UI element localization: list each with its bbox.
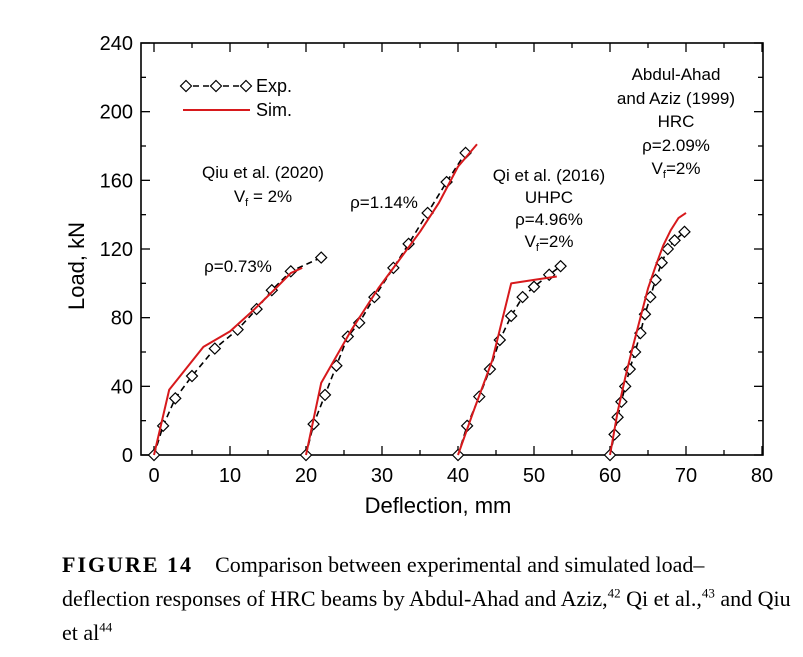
exp-point [678, 225, 691, 239]
annotation-qiu2020-vf: Vf = 2% [234, 187, 292, 209]
caption-text-a: Comparison between experimental and simu… [62, 552, 705, 611]
figure-caption: FIGURE 14 Comparison between experimental… [62, 548, 792, 650]
exp-point [208, 342, 222, 355]
qiu2020-vf-rest: = 2% [248, 187, 292, 206]
annotation-abdul-line1: Abdul-Ahad [632, 65, 721, 84]
annotation-qi2016-uhpc: UHPC [525, 188, 573, 207]
caption-ref-44: 44 [99, 619, 113, 635]
annotation-abdul-vf: Vf=2% [652, 159, 701, 181]
exp-point [668, 234, 681, 247]
figure-label: FIGURE 14 [62, 552, 194, 577]
exp-point [504, 309, 518, 323]
qi2016-vf-main: V [525, 232, 537, 251]
legend-sim-label: Sim. [256, 100, 292, 120]
series-sim-3 [305, 143, 478, 456]
exp-point [250, 302, 263, 316]
axis-ticks [141, 42, 763, 456]
annotation-qiu2020-title: Qiu et al. (2020) [202, 163, 324, 182]
sim-line [305, 143, 478, 456]
series-sim-5 [457, 275, 557, 456]
abdul-vf-sub: f [663, 169, 667, 181]
qi2016-vf-sub: f [536, 242, 540, 254]
series-sim-7 [609, 212, 687, 456]
exp-line [609, 231, 686, 456]
exp-point [352, 316, 366, 330]
exp-point [307, 417, 320, 431]
y-tick-label: 240 [100, 33, 133, 55]
x-tick-label: 30 [371, 465, 393, 487]
exp-point [185, 369, 199, 383]
legend-exp-sample [179, 79, 253, 93]
y-tick-label: 0 [122, 445, 133, 467]
exp-point [516, 290, 529, 304]
annotation-qi2016-title: Qi et al. (2016) [493, 166, 605, 185]
annotations: Qiu et al. (2020) Vf = 2% ρ=0.73% ρ=1.14… [202, 65, 735, 276]
abdul-vf-rest: =2% [666, 159, 701, 178]
series-exp-0 [147, 251, 328, 462]
series-layer [147, 143, 691, 462]
x-axis-title: Deflection, mm [365, 493, 512, 518]
sim-line [609, 212, 687, 456]
x-tick-label: 0 [148, 465, 159, 487]
annotation-abdul-hrc: HRC [658, 112, 695, 131]
caption-text-c: and Qiu et al [62, 586, 791, 645]
exp-line [153, 256, 322, 456]
exp-point [527, 280, 541, 294]
annotation-rho-114: ρ=1.14% [350, 193, 418, 212]
legend-exp-label: Exp. [256, 76, 292, 96]
abdul-vf-main: V [652, 159, 664, 178]
exp-point [318, 388, 332, 402]
qi2016-vf-rest: =2% [539, 232, 574, 251]
legend-exp-marker [209, 79, 223, 93]
y-tick-label: 120 [100, 239, 133, 261]
caption-ref-42: 42 [607, 585, 621, 601]
y-tick-label: 200 [100, 102, 133, 124]
annotation-qi2016-vf: Vf=2% [525, 232, 574, 254]
y-axis-title: Load, kN [64, 222, 89, 310]
exp-line [457, 265, 562, 456]
y-tick-label: 80 [111, 308, 133, 330]
x-tick-label: 80 [751, 465, 773, 487]
annotation-abdul-rho: ρ=2.09% [642, 136, 710, 155]
axis-tick-labels: 0 10 20 30 40 50 60 70 80 0 40 80 120 160 200 240 [100, 33, 774, 487]
sim-line [153, 266, 303, 456]
qiu2020-vf-sub: f [245, 197, 249, 209]
annotation-qi2016-rho: ρ=4.96% [515, 210, 583, 229]
series-exp-6 [603, 225, 691, 462]
load-deflection-chart: 0 10 20 30 40 50 60 70 80 0 40 80 120 160 200 240 Defle… [64, 33, 774, 518]
series-sim-1 [153, 266, 303, 456]
exp-point [554, 259, 567, 273]
exp-point [661, 242, 675, 256]
x-tick-label: 50 [523, 465, 545, 487]
legend-exp-marker [179, 79, 193, 93]
caption-text-b: Qi et al., [620, 586, 702, 611]
legend-exp-marker [239, 79, 253, 93]
legend: Exp. Sim. [179, 76, 292, 120]
exp-point [168, 392, 182, 405]
x-tick-label: 60 [599, 465, 621, 487]
x-tick-label: 10 [219, 465, 241, 487]
annotation-abdul-line2: and Aziz (1999) [617, 89, 735, 108]
x-tick-label: 70 [675, 465, 697, 487]
exp-point [284, 264, 298, 278]
y-tick-label: 160 [100, 170, 133, 192]
sim-line [457, 275, 557, 456]
exp-point [314, 251, 328, 264]
exp-point [618, 379, 632, 393]
caption-ref-43: 43 [701, 585, 715, 601]
x-tick-label: 20 [295, 465, 317, 487]
annotation-rho-073: ρ=0.73% [204, 257, 272, 276]
qiu2020-vf-main: V [234, 187, 246, 206]
y-tick-label: 40 [111, 376, 133, 398]
x-tick-label: 40 [447, 465, 469, 487]
series-exp-2 [299, 146, 472, 462]
